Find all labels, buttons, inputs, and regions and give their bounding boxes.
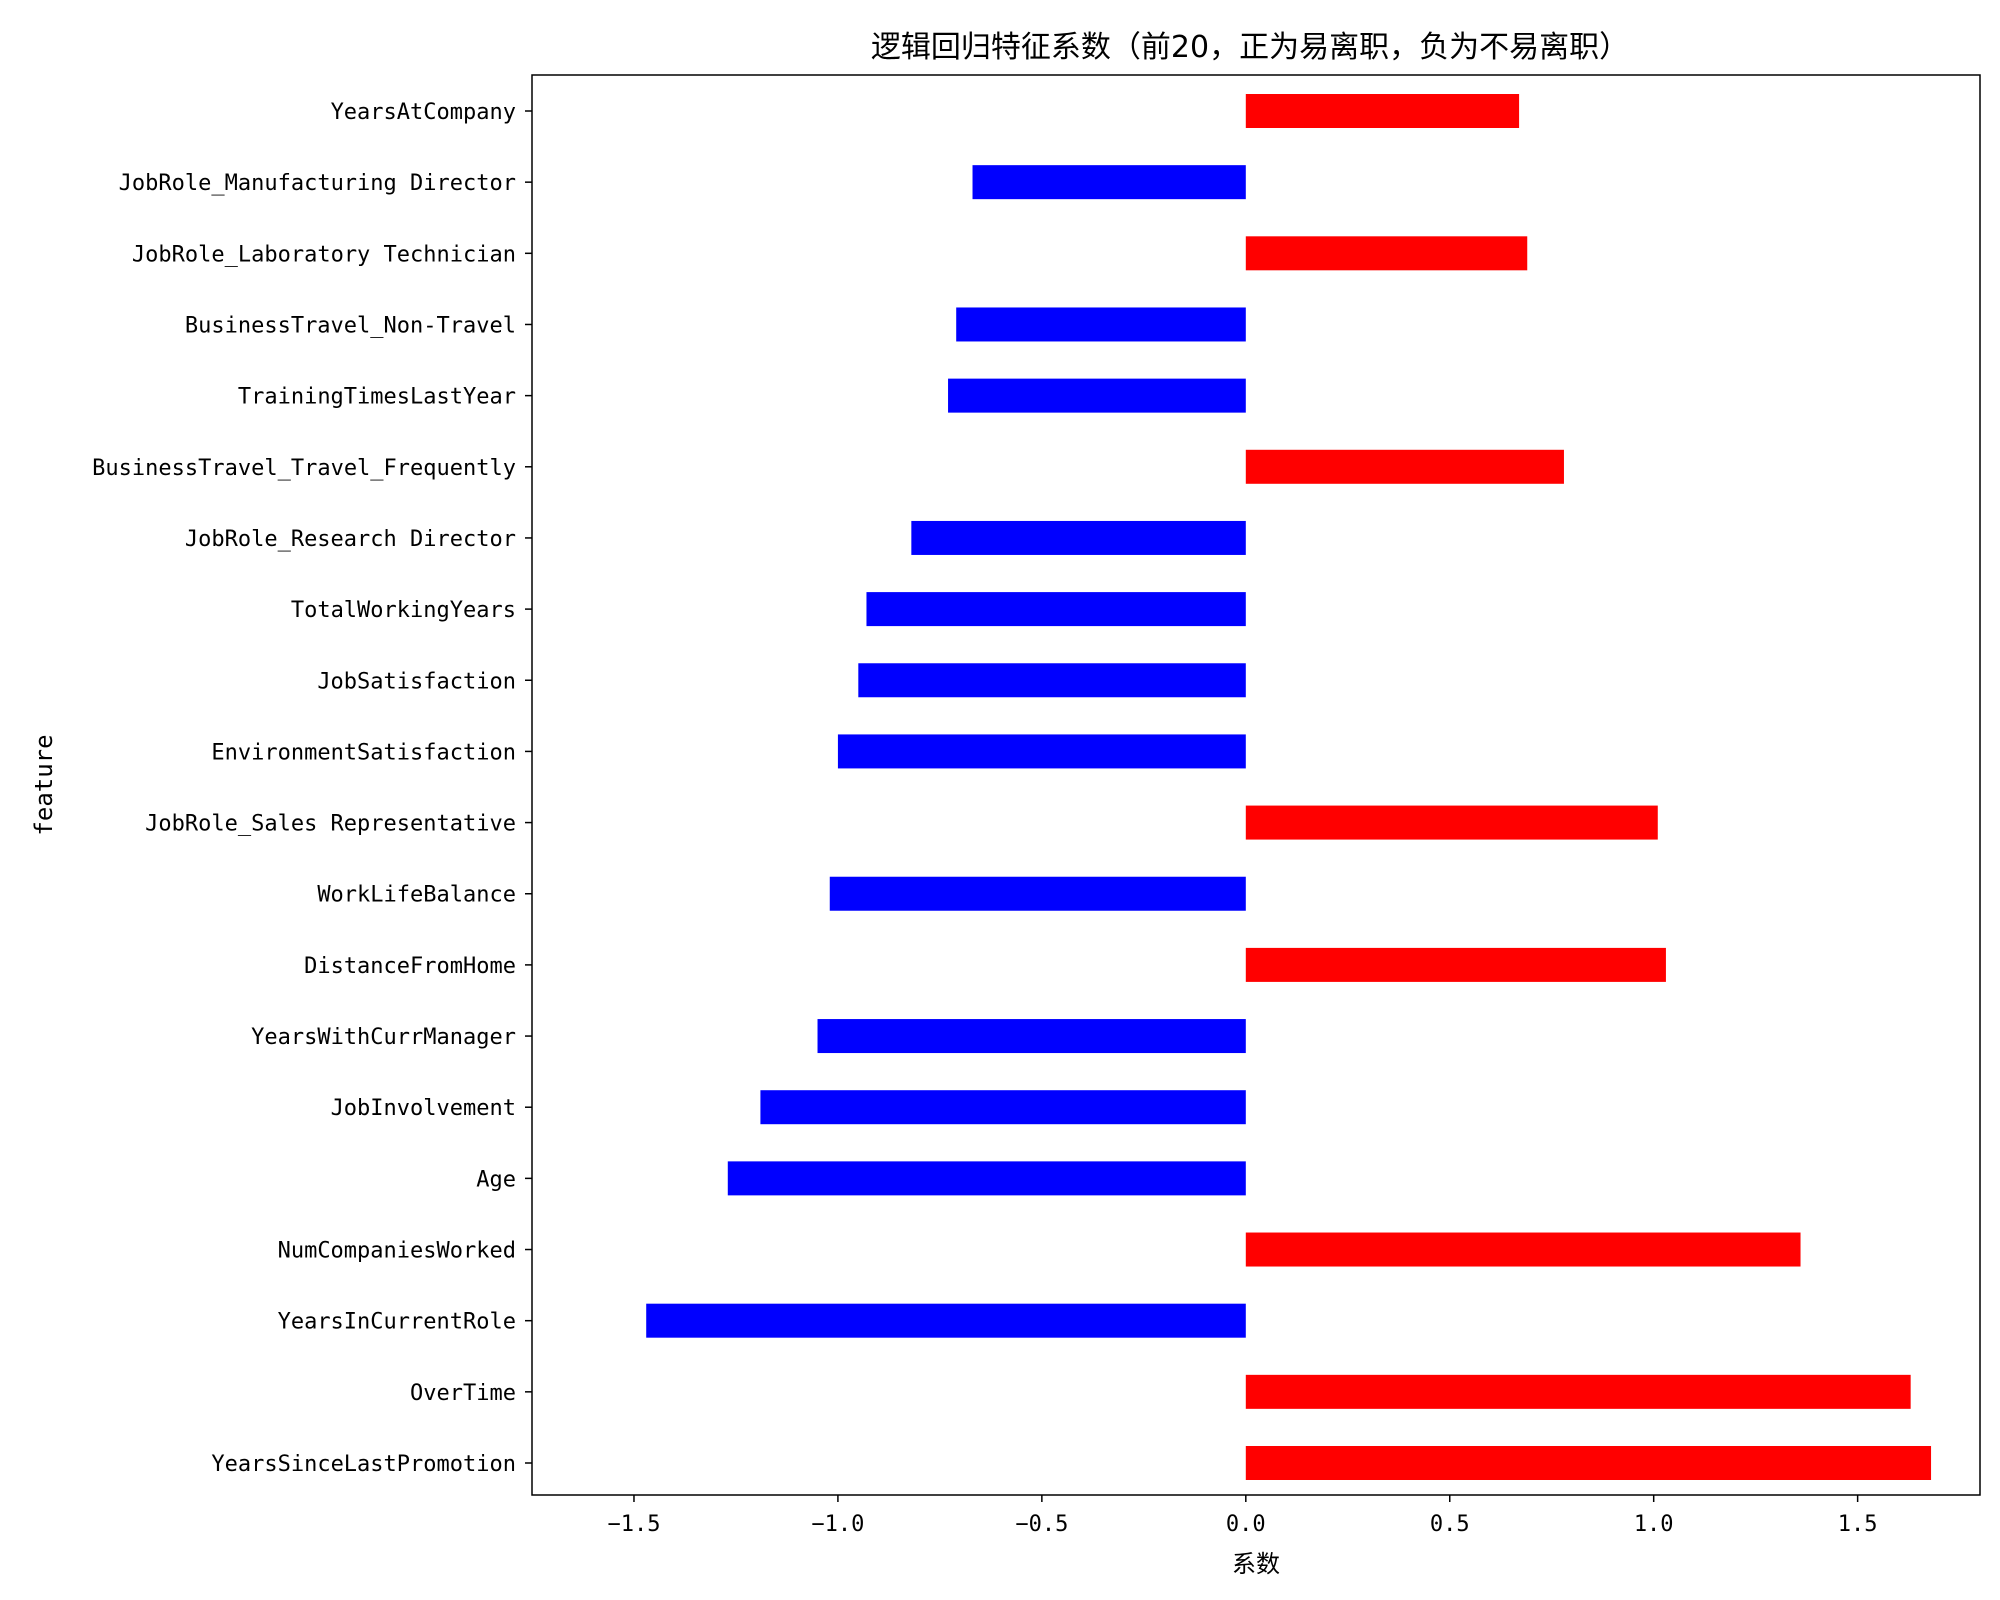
bar-numcompaniesworked: [1245, 1232, 1801, 1267]
x-tick-label: −1.0: [811, 1512, 864, 1537]
plot-area-frame: [531, 74, 1981, 1496]
y-axis-label: feature: [30, 734, 58, 835]
x-axis-label: 系数: [1232, 1550, 1280, 1578]
y-tick-label: JobRole_Laboratory Technician: [132, 242, 516, 267]
bars-layer: [646, 94, 1932, 1480]
bar-yearswithcurrmanager: [817, 1019, 1246, 1054]
bar-jobrole-research-director: [911, 520, 1246, 555]
bar-yearsatcompany: [1245, 94, 1520, 128]
bar-environmentsatisfaction: [837, 734, 1246, 769]
bar-totalworkingyears: [866, 592, 1246, 627]
x-axis-ticks: −1.5 −1.0 −0.5 0.0 0.5 1.0 1.5: [607, 1495, 1878, 1537]
y-tick-label: DistanceFromHome: [304, 954, 516, 979]
y-tick-label: YearsAtCompany: [331, 100, 516, 125]
bar-yearsincurrentrole: [646, 1303, 1246, 1338]
y-tick-label: JobRole_Research Director: [185, 527, 516, 552]
x-tick-label: −0.5: [1015, 1512, 1068, 1537]
bar-yearssincelastpromotion: [1245, 1446, 1932, 1480]
y-tick-label: JobRole_Manufacturing Director: [119, 171, 516, 196]
y-tick-label: TotalWorkingYears: [291, 598, 516, 623]
bar-businesstravel-non-travel: [956, 307, 1246, 342]
bar-trainingtimeslastyear: [948, 378, 1246, 413]
bar-jobrole-manufacturing-director: [972, 165, 1246, 200]
bar-jobrole-laboratory-technician: [1245, 236, 1528, 271]
y-tick-label: Age: [476, 1167, 516, 1192]
x-tick-label: 0.5: [1430, 1512, 1470, 1537]
y-tick-label: EnvironmentSatisfaction: [211, 740, 516, 765]
y-tick-label: YearsWithCurrManager: [251, 1025, 516, 1050]
x-tick-label: −1.5: [607, 1512, 660, 1537]
bar-jobinvolvement: [760, 1090, 1246, 1125]
y-tick-label: YearsSinceLastPromotion: [211, 1452, 516, 1477]
y-tick-label: JobSatisfaction: [317, 669, 516, 694]
y-tick-label: TrainingTimesLastYear: [238, 385, 516, 410]
bar-worklifebalance: [829, 876, 1246, 911]
y-tick-label: BusinessTravel_Non-Travel: [185, 313, 516, 338]
y-tick-label: WorkLifeBalance: [317, 883, 516, 908]
y-tick-label: JobInvolvement: [331, 1096, 516, 1121]
bar-distancefromhome: [1245, 947, 1666, 982]
bar-jobrole-sales-representative: [1245, 805, 1658, 840]
x-tick-label: 0.0: [1226, 1512, 1266, 1537]
bar-businesstravel-travel-frequently: [1245, 449, 1564, 484]
y-tick-label: NumCompaniesWorked: [278, 1239, 516, 1264]
x-tick-label: 1.0: [1634, 1512, 1674, 1537]
y-axis-ticks: YearsAtCompany JobRole_Manufacturing Dire…: [92, 100, 532, 1477]
bar-age: [727, 1161, 1246, 1196]
bar-jobsatisfaction: [858, 663, 1246, 698]
x-tick-label: 1.5: [1838, 1512, 1878, 1537]
y-tick-label: YearsInCurrentRole: [278, 1310, 516, 1335]
bar-overtime: [1245, 1374, 1911, 1409]
y-tick-label: OverTime: [410, 1381, 516, 1406]
chart-title: 逻辑回归特征系数（前20，正为易离职，负为不易离职）: [871, 30, 1629, 65]
y-tick-label: BusinessTravel_Travel_Frequently: [92, 456, 516, 481]
y-tick-label: JobRole_Sales Representative: [145, 812, 516, 837]
